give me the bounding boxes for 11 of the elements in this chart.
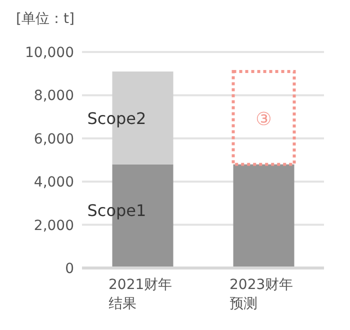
y-tick-label: 4,000 [34,174,74,191]
y-tick-label: 8,000 [34,88,74,104]
y-tick-label: 0 [65,260,74,277]
y-tick-label: 2,000 [34,218,74,234]
series-label: ③ [256,108,272,130]
y-tick-label: 6,000 [34,131,74,148]
x-tick-label: 2023财年预测 [230,276,294,314]
series-label: Scope2 [87,108,146,128]
y-axis-title: [单位：t] [16,10,74,28]
x-tick-label: 2021财年结果 [108,276,174,314]
y-tick-label: 10,000 [25,44,74,61]
